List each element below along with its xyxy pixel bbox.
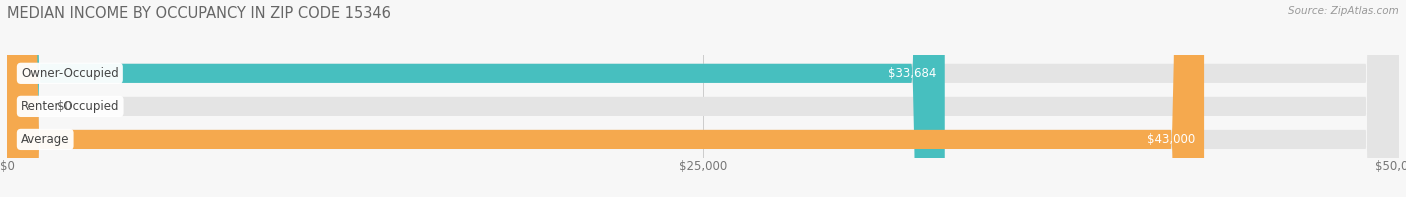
Text: Average: Average bbox=[21, 133, 69, 146]
Text: Renter-Occupied: Renter-Occupied bbox=[21, 100, 120, 113]
FancyBboxPatch shape bbox=[7, 0, 1399, 197]
FancyBboxPatch shape bbox=[7, 0, 24, 197]
Text: Owner-Occupied: Owner-Occupied bbox=[21, 67, 118, 80]
Text: $43,000: $43,000 bbox=[1147, 133, 1195, 146]
FancyBboxPatch shape bbox=[7, 0, 1399, 197]
FancyBboxPatch shape bbox=[7, 0, 945, 197]
FancyBboxPatch shape bbox=[7, 0, 1399, 197]
Text: MEDIAN INCOME BY OCCUPANCY IN ZIP CODE 15346: MEDIAN INCOME BY OCCUPANCY IN ZIP CODE 1… bbox=[7, 6, 391, 21]
Text: Source: ZipAtlas.com: Source: ZipAtlas.com bbox=[1288, 6, 1399, 16]
FancyBboxPatch shape bbox=[7, 0, 1204, 197]
Text: $33,684: $33,684 bbox=[889, 67, 936, 80]
Text: $0: $0 bbox=[58, 100, 72, 113]
